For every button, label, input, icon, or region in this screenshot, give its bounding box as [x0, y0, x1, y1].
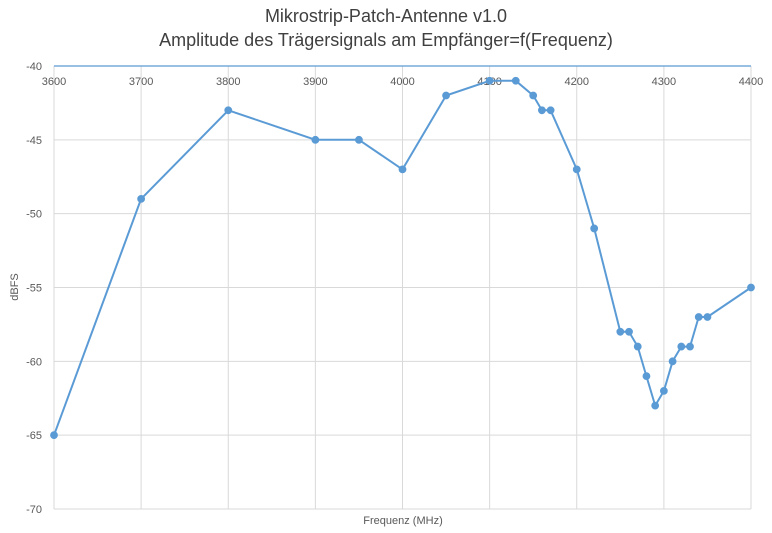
data-point — [633, 342, 642, 351]
y-tick-label: -45 — [26, 135, 42, 147]
y-axis-ticks: -40 -45 -50 -55 -60 -65 -70 — [26, 61, 42, 516]
y-tick-label: -50 — [26, 209, 42, 221]
data-point — [651, 401, 660, 410]
data-point — [137, 195, 146, 203]
gridlines — [53, 65, 752, 510]
data-point — [590, 224, 599, 233]
data-point — [686, 342, 694, 351]
x-tick-label: 4300 — [652, 76, 676, 88]
data-point — [311, 135, 320, 144]
x-tick-label: 4000 — [390, 76, 414, 88]
chart-subtitle: Amplitude des Trägersignals am Empfänger… — [159, 30, 613, 50]
data-point — [224, 106, 233, 115]
data-point — [703, 313, 712, 321]
y-tick-label: -55 — [26, 283, 42, 295]
data-point — [511, 76, 520, 85]
x-tick-label: 4400 — [739, 76, 763, 88]
y-tick-label: -65 — [26, 430, 42, 442]
x-tick-label: 3900 — [303, 76, 327, 88]
data-point — [546, 106, 555, 115]
data-point — [538, 106, 546, 115]
data-point — [50, 431, 58, 440]
data-point — [616, 327, 625, 336]
y-tick-label: -70 — [26, 504, 42, 516]
y-axis-label: dBFS — [9, 273, 21, 301]
data-point — [625, 327, 633, 336]
data-point — [442, 91, 450, 100]
data-point — [642, 372, 651, 381]
data-point — [747, 283, 755, 292]
x-axis-ticks: 360037003800390040004100420043004400 — [42, 76, 763, 88]
data-point — [694, 313, 703, 321]
y-tick-label: -40 — [26, 61, 42, 73]
x-tick-label: 3800 — [216, 76, 240, 88]
data-point — [485, 76, 494, 85]
data-point — [355, 135, 363, 144]
data-point — [659, 386, 668, 395]
y-tick-label: -60 — [26, 356, 42, 368]
data-point — [572, 165, 581, 174]
data-point — [668, 357, 677, 366]
x-axis-label: Frequenz (MHz) — [363, 515, 442, 527]
data-point — [529, 91, 538, 100]
data-point — [677, 342, 686, 351]
chart-title: Mikrostrip-Patch-Antenne v1.0 — [264, 6, 508, 26]
series-layer — [50, 76, 755, 440]
data-point — [398, 165, 407, 174]
x-tick-label: 3700 — [129, 76, 153, 88]
x-tick-label: 4200 — [565, 76, 589, 88]
x-tick-label: 3600 — [42, 76, 66, 88]
